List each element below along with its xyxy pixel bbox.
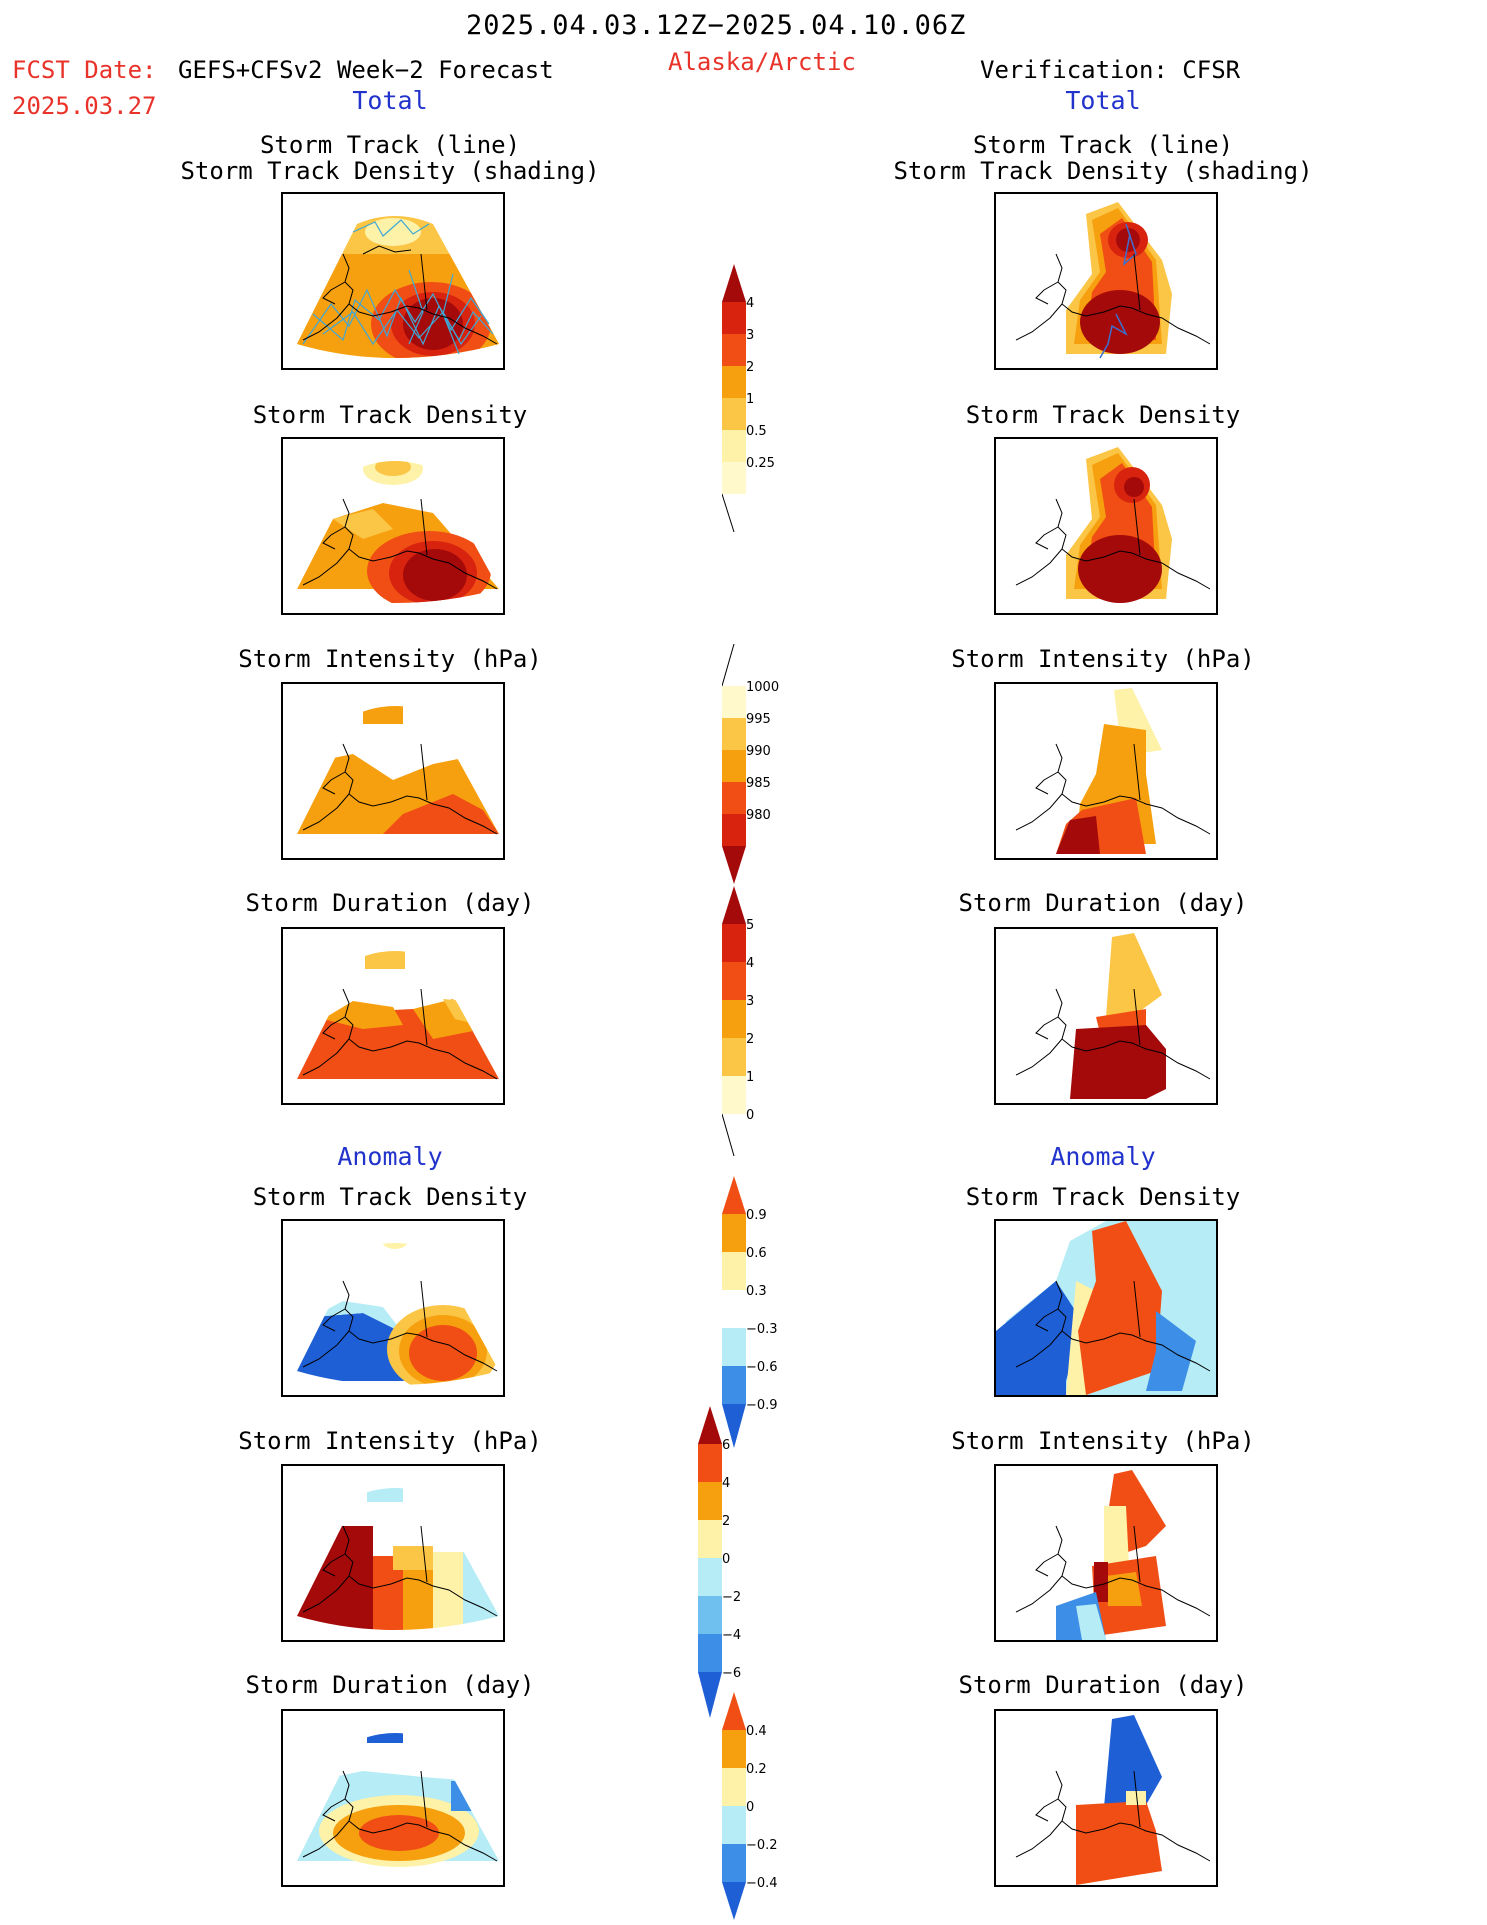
colorbar-anom-intensity: 6 4 2 0 −2 −4 −6: [698, 1406, 788, 1718]
fcst-track-density-map: [281, 192, 505, 370]
cbar-label: −0.3: [746, 1322, 778, 1337]
fcst-date: 2025.03.27: [12, 92, 157, 120]
cbar-label: 1: [746, 392, 755, 407]
colorbar-total-intensity: 1000 995 990 985 980: [722, 644, 802, 884]
cbar-label: 0.2: [746, 1762, 767, 1777]
cbar-label: 990: [746, 744, 771, 759]
colorbar-anom-density: 0.9 0.6 0.3 −0.3 −0.6 −0.9: [722, 1176, 812, 1448]
cbar-label: 0: [722, 1552, 731, 1567]
fcst-density-map: [281, 437, 505, 615]
left-anom-intensity-title: Storm Intensity (hPa): [238, 1427, 542, 1455]
cbar-label: −0.2: [746, 1838, 778, 1853]
cbar-label: 6: [722, 1438, 731, 1453]
fcst-model: GEFS+CFSv2 Week−2 Forecast: [178, 56, 554, 84]
cbar-label: 0.5: [746, 424, 767, 439]
cbar-label: 2: [722, 1514, 731, 1529]
cbar-label: −2: [722, 1590, 742, 1605]
verif-track-density-map: [994, 192, 1218, 370]
cbar-label: 0: [746, 1800, 755, 1815]
right-anom-duration-title: Storm Duration (day): [958, 1671, 1248, 1699]
cbar-label: 0: [746, 1108, 755, 1123]
colorbar-anom-duration: 0.4 0.2 0 −0.2 −0.4: [722, 1692, 812, 1920]
fcst-anom-intensity-map: [281, 1464, 505, 1642]
left-anomaly-heading: Anomaly: [337, 1142, 443, 1171]
left-duration-title: Storm Duration (day): [245, 889, 535, 917]
fcst-anom-duration-map: [281, 1709, 505, 1887]
right-track-shading-title: Storm Track Density (shading): [893, 157, 1313, 185]
fcst-anom-density-map: [281, 1219, 505, 1397]
right-track-line-title: Storm Track (line): [972, 131, 1234, 159]
right-anom-density-title: Storm Track Density: [965, 1183, 1241, 1211]
forecast-period: 2025.04.03.12Z−2025.04.10.06Z: [466, 10, 967, 41]
cbar-label: 3: [746, 328, 755, 343]
left-track-shading-title: Storm Track Density (shading): [180, 157, 600, 185]
cbar-label: 0.4: [746, 1724, 767, 1739]
colorbar-total-density: 4 3 2 1 0.5 0.25: [722, 264, 802, 544]
right-duration-title: Storm Duration (day): [958, 889, 1248, 917]
verif-intensity-map: [994, 682, 1218, 860]
verif-duration-map: [994, 927, 1218, 1105]
colorbar-total-duration: 5 4 3 2 1 0: [722, 886, 802, 1170]
cbar-label: −0.9: [746, 1398, 778, 1413]
cbar-label: 3: [746, 994, 755, 1009]
cbar-label: 0.3: [746, 1284, 767, 1299]
left-total-heading: Total: [352, 86, 428, 115]
cbar-label: 995: [746, 712, 771, 727]
verif-anom-density-map: [994, 1219, 1218, 1397]
cbar-label: 2: [746, 1032, 755, 1047]
cbar-label: −6: [722, 1666, 742, 1681]
cbar-label: 1000: [746, 680, 780, 695]
left-track-line-title: Storm Track (line): [259, 131, 521, 159]
verification-label: Verification: CFSR: [980, 56, 1241, 84]
cbar-label: 4: [746, 956, 755, 971]
verif-density-map: [994, 437, 1218, 615]
left-intensity-title: Storm Intensity (hPa): [238, 645, 542, 673]
cbar-label: 0.25: [746, 456, 775, 471]
cbar-label: 0.6: [746, 1246, 767, 1261]
region-title: Alaska/Arctic: [668, 48, 856, 76]
right-anomaly-heading: Anomaly: [1050, 1142, 1156, 1171]
cbar-label: 0.9: [746, 1208, 767, 1223]
left-density-title: Storm Track Density: [252, 401, 528, 429]
cbar-label: 1: [746, 1070, 755, 1085]
verif-anom-duration-map: [994, 1709, 1218, 1887]
fcst-date-label: FCST Date:: [12, 56, 157, 84]
left-anom-density-title: Storm Track Density: [252, 1183, 528, 1211]
cbar-label: 5: [746, 918, 755, 933]
right-total-heading: Total: [1065, 86, 1141, 115]
cbar-label: 4: [722, 1476, 731, 1491]
cbar-label: 980: [746, 808, 771, 823]
cbar-label: −0.6: [746, 1360, 778, 1375]
right-anom-intensity-title: Storm Intensity (hPa): [951, 1427, 1255, 1455]
left-anom-duration-title: Storm Duration (day): [245, 1671, 535, 1699]
cbar-label: 985: [746, 776, 771, 791]
right-density-title: Storm Track Density: [965, 401, 1241, 429]
cbar-label: −0.4: [746, 1876, 778, 1891]
cbar-label: 2: [746, 360, 755, 375]
cbar-label: 4: [746, 296, 755, 311]
fcst-intensity-map: [281, 682, 505, 860]
right-intensity-title: Storm Intensity (hPa): [951, 645, 1255, 673]
fcst-duration-map: [281, 927, 505, 1105]
verif-anom-intensity-map: [994, 1464, 1218, 1642]
cbar-label: −4: [722, 1628, 742, 1643]
